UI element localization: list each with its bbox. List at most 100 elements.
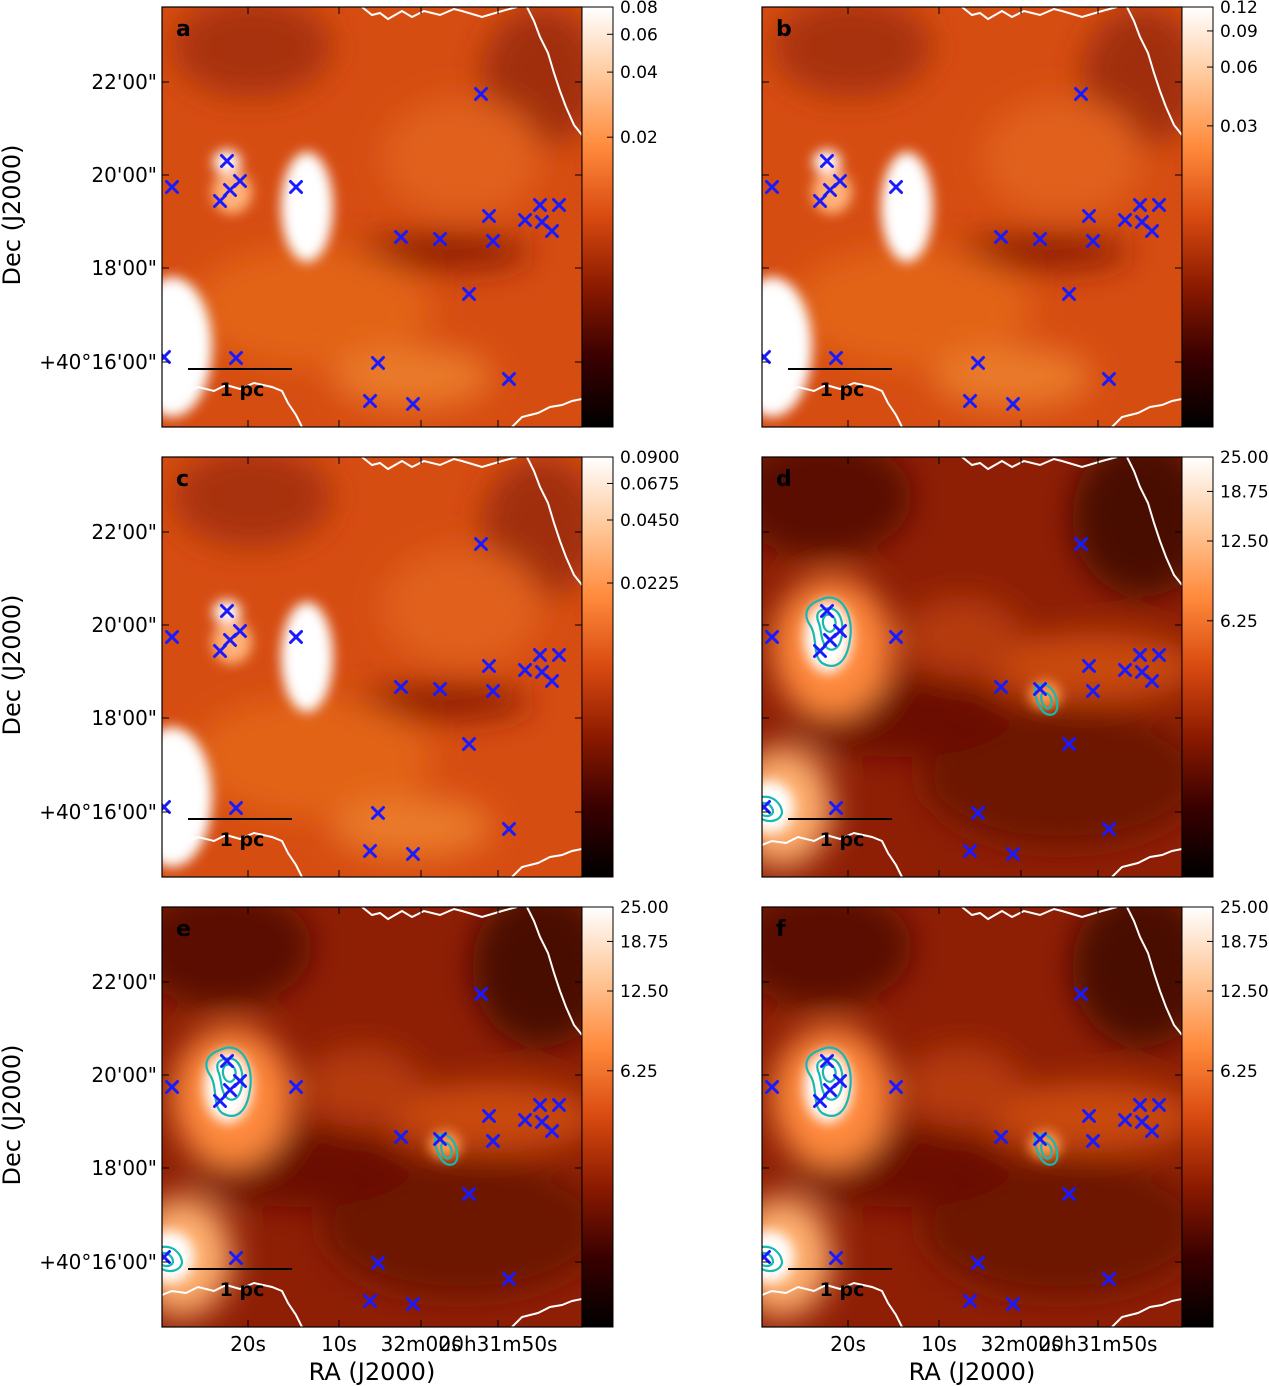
scalebar-label: 1 pc [820,1279,865,1301]
colorbar-tick-label: 6.25 [1220,612,1258,632]
colorbar-tick-label: 18.75 [620,932,669,952]
source-marker [533,648,547,662]
colorbar [581,456,614,878]
source-marker [213,1094,227,1108]
colorbar-tick-label: 6.25 [1220,1062,1258,1082]
source-marker [289,1080,303,1094]
panel-b: b 1 pc 0.12 0.09 0.06 0.03 [761,0,1258,428]
source-marker [363,844,377,858]
source-marker [233,174,247,188]
source-marker [1102,822,1116,836]
scalebar-label: 1 pc [220,1279,265,1301]
source-marker [289,630,303,644]
source-marker [482,659,496,673]
scalebar-label: 1 pc [820,379,865,401]
y-tick-label: 18'00" [91,706,157,730]
source-marker [813,194,827,208]
source-marker [289,180,303,194]
y-tick-label: 20'00" [91,1063,157,1087]
source-marker [394,680,408,694]
source-marker [502,1272,516,1286]
x-tick-label: 20h31m50s [439,1332,558,1356]
panel-letter: e [176,917,191,942]
x-tick-label: 10s [321,1332,357,1356]
source-marker [1062,737,1076,751]
source-marker [229,351,243,365]
source-marker [502,822,516,836]
source-marker [829,801,843,815]
source-marker [829,351,843,365]
source-marker [213,194,227,208]
panel-d: d 1 pc 25.00 18.75 12.50 6.25 [761,448,1269,878]
source-marker [545,674,559,688]
colorbar-tick-label: 0.02 [620,128,658,148]
source-marker [813,644,827,658]
source-marker [1033,682,1047,696]
survey-boundary [762,7,1182,427]
source-marker [462,287,476,301]
source-marker [1082,659,1096,673]
source-marker [994,230,1008,244]
x-tick-label: 20s [230,1332,266,1356]
panel-letter: a [176,17,191,42]
survey-boundary [162,907,582,1327]
colorbar-tick-label: 0.03 [1220,117,1258,137]
y-tick-label: 22'00" [91,70,157,94]
source-marker [765,1080,779,1094]
y-tick-label: 20'00" [91,163,157,187]
source-marker [889,630,903,644]
source-marker [971,806,985,820]
source-marker [1152,1098,1166,1112]
source-marker [1062,1187,1076,1201]
source-marker [833,1074,847,1088]
source-marker [518,663,532,677]
source-marker [462,737,476,751]
source-marker [233,1074,247,1088]
source-marker [762,800,771,814]
source-marker [1006,847,1020,861]
source-marker [1086,684,1100,698]
source-marker [162,800,171,814]
source-marker [1074,987,1088,1001]
source-marker [482,209,496,223]
source-marker [813,1094,827,1108]
colorbar-tick-label: 0.06 [1220,58,1258,78]
source-marker [363,1294,377,1308]
colorbar-tick-label: 25.00 [620,898,669,918]
source-marker [433,1132,447,1146]
colorbar-tick-label: 0.0225 [620,574,679,594]
source-marker [533,1098,547,1112]
map-image [162,7,582,427]
source-marker [963,844,977,858]
scalebar-label: 1 pc [220,829,265,851]
source-marker [1102,372,1116,386]
y-axis-label-row1: Dec (J2000) [0,145,26,286]
source-marker [762,350,771,364]
colorbar-tick-label: 12.50 [620,982,669,1002]
source-marker [1086,234,1100,248]
source-marker [1118,663,1132,677]
x-tick-label: 20h31m50s [1039,1332,1158,1356]
source-marker [1133,198,1147,212]
panel-letter: c [176,467,189,492]
source-marker [518,1113,532,1127]
colorbar-tick-label: 18.75 [1220,932,1269,952]
source-marker [829,1251,843,1265]
x-tick-label: 32m00s [981,1332,1062,1356]
colorbar-tick-label: 12.50 [1220,532,1269,552]
source-marker [765,180,779,194]
source-marker [486,684,500,698]
source-marker [474,987,488,1001]
source-marker [1118,1113,1132,1127]
source-marker [229,801,243,815]
panel-a: a 1 pc 22'00" 20'00" 18'00" +40°16'00" 0.08 0.0… [39,0,658,428]
source-marker [482,1109,496,1123]
source-marker [229,1251,243,1265]
y-tick-label: 22'00" [91,520,157,544]
source-marker [971,356,985,370]
source-marker [1074,537,1088,551]
source-marker [552,1098,566,1112]
panel-letter: b [776,17,792,42]
